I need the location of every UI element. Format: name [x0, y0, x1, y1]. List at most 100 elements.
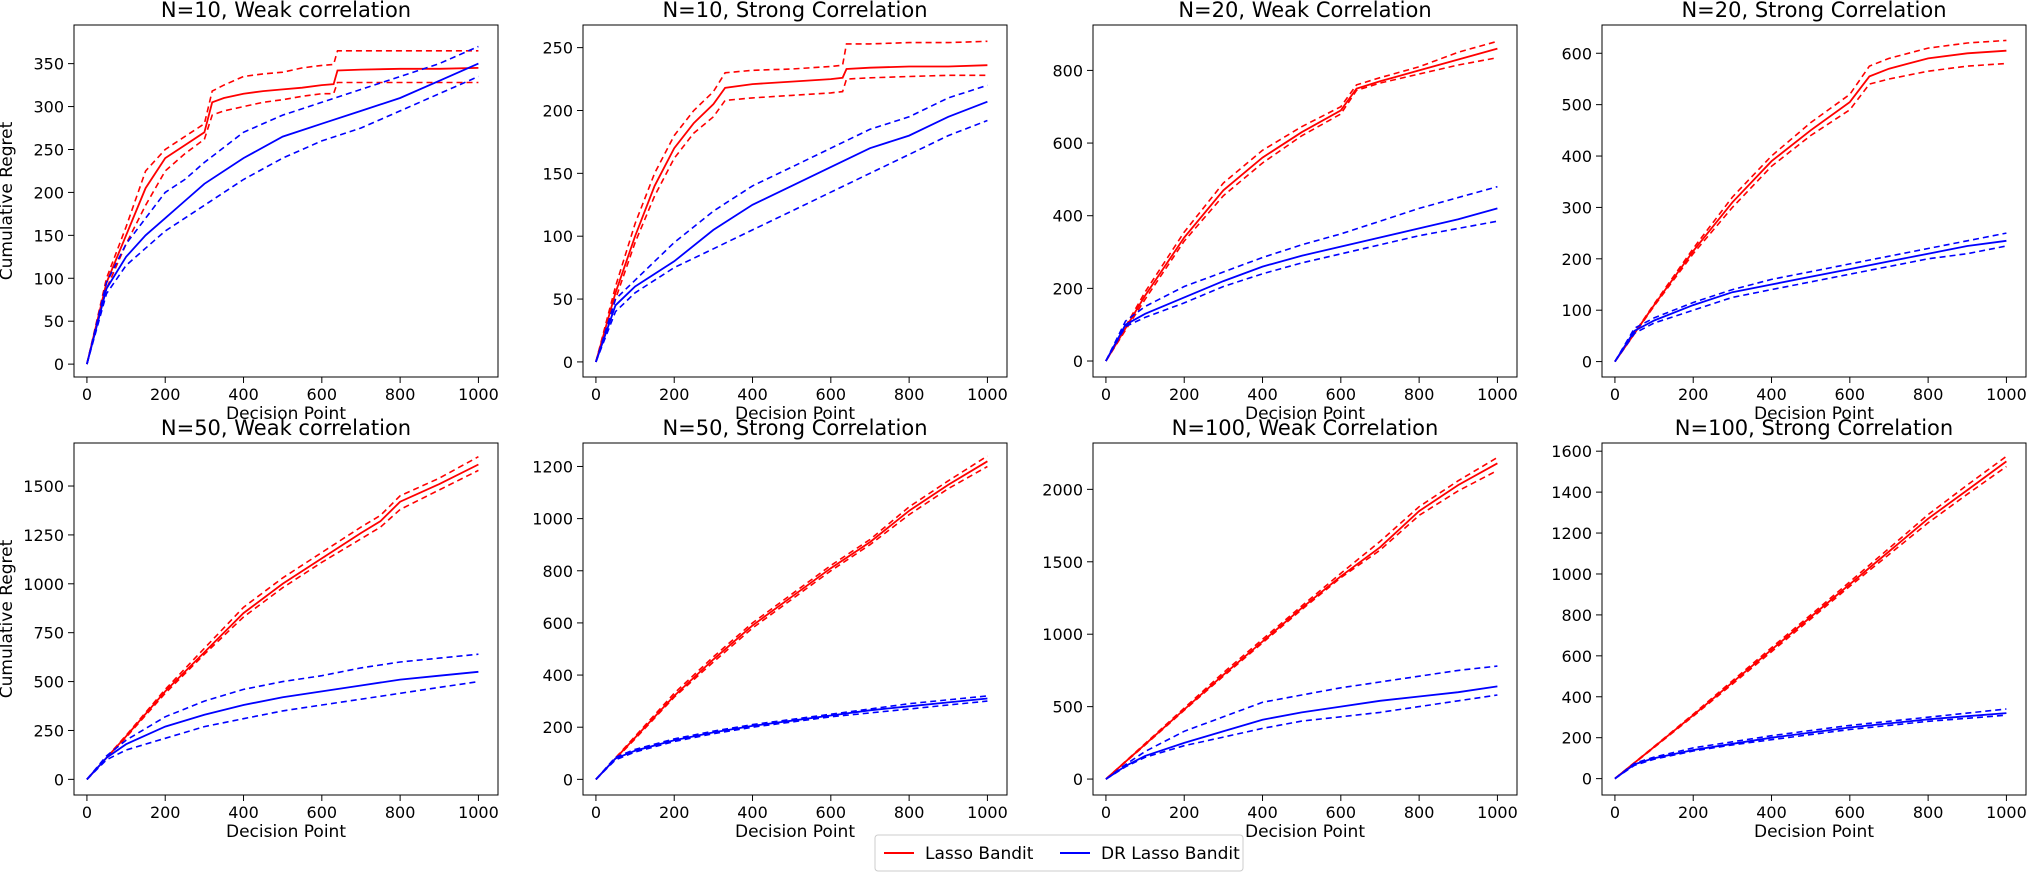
y-tick-label: 1000	[532, 510, 573, 529]
y-tick-label: 350	[33, 55, 64, 74]
x-tick-label: 400	[737, 803, 768, 822]
dr-lasso-bandit-upper-line	[1614, 232, 2007, 363]
subplot-title: N=50, Strong Correlation	[662, 416, 927, 440]
dr-lasso-bandit-mean-line	[1105, 685, 1498, 780]
y-tick-label: 400	[1052, 207, 1083, 226]
lasso-bandit-mean-line	[86, 463, 479, 781]
x-tick-label: 200	[659, 385, 690, 404]
x-tick-label: 800	[385, 385, 416, 404]
lasso-bandit-lower-line	[595, 74, 988, 363]
subplot-title: N=100, Weak Correlation	[1172, 416, 1439, 440]
plot-frame	[73, 442, 499, 796]
x-tick-label: 1000	[1986, 803, 2027, 822]
y-tick-label: 1600	[1551, 442, 1592, 461]
subplot-7: N=100, Weak Correlation 0 200 400 600 800 1000…	[1042, 416, 1518, 842]
dr-lasso-bandit-mean-line	[86, 670, 479, 781]
y-tick-label: 150	[542, 164, 573, 183]
y-tick-label: 100	[33, 269, 64, 288]
plot-frame	[1601, 442, 2027, 796]
x-tick-label: 600	[1835, 385, 1866, 404]
x-tick-label: 600	[307, 385, 338, 404]
lasso-bandit-upper-line	[86, 49, 479, 365]
lasso-bandit-mean-line	[86, 67, 479, 365]
y-tick-label: 750	[33, 624, 64, 643]
y-tick-label: 1400	[1551, 483, 1592, 502]
y-tick-label: 1000	[23, 575, 64, 594]
lasso-bandit-upper-line	[595, 455, 988, 780]
y-tick-label: 1200	[1551, 524, 1592, 543]
subplot-4: N=20, Strong Correlation 0 200 400 600 800 100…	[1561, 0, 2026, 424]
plot-area	[1105, 40, 1498, 362]
x-tick-label: 400	[228, 385, 259, 404]
x-axis-label: Decision Point	[735, 822, 855, 842]
plot-area	[86, 455, 479, 781]
x-tick-label: 0	[82, 385, 92, 404]
y-tick-label: 0	[563, 353, 573, 372]
x-tick-label: 600	[1835, 803, 1866, 822]
y-tick-label: 1500	[23, 477, 64, 496]
lasso-bandit-mean-line	[1105, 47, 1498, 362]
dr-lasso-bandit-upper-line	[595, 695, 988, 780]
lasso-bandit-lower-line	[595, 465, 988, 780]
subplot-title: N=100, Strong Correlation	[1675, 416, 1953, 440]
lasso-bandit-mean-line	[595, 460, 988, 781]
dr-lasso-bandit-lower-line	[1614, 245, 2007, 363]
x-tick-label: 1000	[1477, 803, 1518, 822]
lasso-bandit-upper-line	[1105, 456, 1498, 780]
y-tick-label: 300	[1561, 198, 1592, 217]
y-tick-label: 200	[33, 183, 64, 202]
y-tick-label: 600	[542, 614, 573, 633]
subplot-8: N=100, Strong Correlation 0 200 400 600 800 10…	[1551, 416, 2027, 842]
x-tick-label: 600	[1326, 803, 1357, 822]
y-tick-label: 400	[1561, 147, 1592, 166]
x-tick-label: 1000	[1477, 385, 1518, 404]
subplot-title: N=10, Weak correlation	[161, 0, 411, 22]
dr-lasso-bandit-upper-line	[86, 45, 479, 365]
y-tick-label: 200	[542, 101, 573, 120]
plot-area	[86, 45, 479, 365]
dr-lasso-bandit-upper-line	[1105, 665, 1498, 780]
dr-lasso-bandit-lower-line	[86, 680, 479, 780]
x-tick-label: 400	[1756, 803, 1787, 822]
plot-area	[595, 40, 988, 363]
legend-frame	[874, 834, 1244, 872]
x-tick-label: 800	[894, 803, 925, 822]
x-tick-label: 600	[816, 803, 847, 822]
x-tick-label: 600	[816, 385, 847, 404]
subplot-3: N=20, Weak Correlation 0 200 400 600 800 1000 0…	[1052, 0, 1517, 424]
lasso-bandit-mean-line	[1105, 462, 1498, 780]
dr-lasso-bandit-lower-line	[1105, 220, 1498, 362]
plot-area	[1105, 456, 1498, 780]
x-tick-label: 800	[894, 385, 925, 404]
y-tick-label: 50	[553, 290, 573, 309]
plot-frame	[73, 24, 499, 378]
dr-lasso-bandit-mean-line	[1614, 712, 2007, 780]
x-axis-label: Decision Point	[1245, 404, 1365, 424]
lasso-bandit-mean-line	[595, 64, 988, 363]
y-tick-label: 500	[33, 673, 64, 692]
x-tick-label: 1000	[458, 803, 499, 822]
y-tick-label: 0	[1073, 352, 1083, 371]
legend-label-lasso-bandit: Lasso Bandit	[925, 844, 1034, 864]
x-axis-label: Decision Point	[1245, 822, 1365, 842]
y-tick-label: 200	[1561, 250, 1592, 269]
dr-lasso-bandit-mean-line	[1105, 207, 1498, 362]
y-tick-label: 500	[1052, 698, 1083, 717]
y-tick-label: 0	[1582, 353, 1592, 372]
y-tick-label: 1000	[1551, 565, 1592, 584]
x-tick-label: 1000	[967, 803, 1008, 822]
legend: Lasso Bandit DR Lasso Bandit	[874, 834, 1244, 872]
y-tick-label: 1250	[23, 526, 64, 545]
plot-area	[1614, 39, 2007, 363]
x-tick-label: 0	[1101, 803, 1111, 822]
y-tick-label: 100	[1561, 301, 1592, 320]
lasso-bandit-lower-line	[1614, 62, 2007, 363]
y-tick-label: 200	[1561, 729, 1592, 748]
lasso-bandit-mean-line	[1614, 49, 2007, 363]
x-tick-label: 200	[1678, 803, 1709, 822]
plot-frame	[1092, 442, 1518, 796]
y-tick-label: 250	[33, 140, 64, 159]
subplot-title: N=50, Weak correlation	[161, 416, 411, 440]
x-tick-label: 200	[150, 803, 181, 822]
